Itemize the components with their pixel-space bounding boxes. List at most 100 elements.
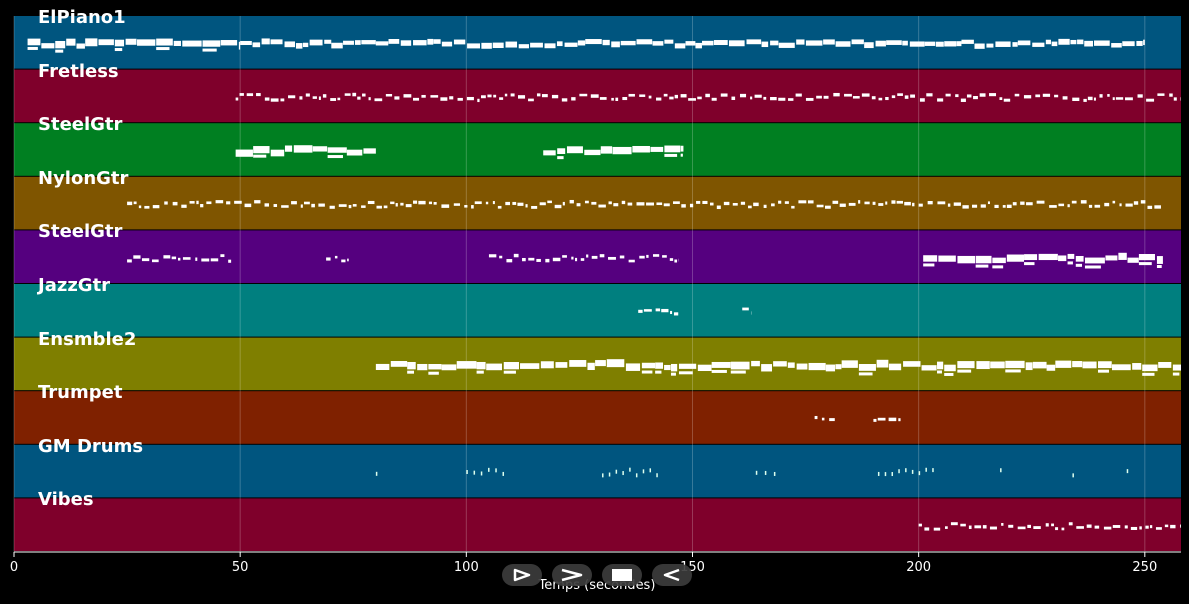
drum-note xyxy=(773,471,776,476)
note xyxy=(898,418,901,422)
note xyxy=(739,93,747,98)
note xyxy=(405,204,412,208)
play-button[interactable] xyxy=(502,564,542,586)
note xyxy=(1127,257,1139,263)
note xyxy=(1024,262,1035,266)
note xyxy=(1094,204,1101,208)
note xyxy=(864,201,870,205)
note xyxy=(234,200,242,204)
note xyxy=(833,92,840,97)
note xyxy=(669,258,674,261)
note xyxy=(688,98,696,101)
note xyxy=(562,201,565,206)
note xyxy=(305,93,310,97)
note xyxy=(428,371,439,375)
note-group xyxy=(235,145,684,160)
note xyxy=(1164,524,1169,528)
note xyxy=(1026,202,1033,206)
note xyxy=(656,97,662,101)
note xyxy=(921,365,937,371)
note xyxy=(1070,39,1077,45)
note xyxy=(877,417,886,421)
note xyxy=(697,96,702,100)
note xyxy=(1098,369,1109,373)
note xyxy=(832,200,839,204)
note xyxy=(252,42,261,48)
note xyxy=(476,361,486,370)
note xyxy=(1082,361,1097,369)
note xyxy=(680,145,684,152)
track-lane xyxy=(14,230,1181,283)
note xyxy=(1014,93,1020,97)
note xyxy=(347,258,349,262)
note xyxy=(674,43,686,49)
note xyxy=(903,361,921,367)
note xyxy=(303,201,310,205)
forward-button[interactable] xyxy=(552,564,592,586)
note xyxy=(492,42,504,49)
note xyxy=(664,145,681,153)
note xyxy=(337,97,341,101)
note xyxy=(1025,362,1033,371)
note xyxy=(531,205,538,209)
note xyxy=(1005,360,1025,369)
note xyxy=(506,259,513,263)
note xyxy=(994,204,999,209)
track-lane xyxy=(14,498,1181,551)
note xyxy=(1058,38,1070,45)
note xyxy=(591,201,597,205)
note-group xyxy=(127,199,1161,210)
note xyxy=(989,526,997,530)
note-group xyxy=(235,92,1181,103)
note xyxy=(138,205,142,209)
note xyxy=(625,363,641,371)
drum-note xyxy=(649,468,652,473)
note xyxy=(499,97,504,100)
note xyxy=(1146,98,1155,102)
note xyxy=(172,201,178,206)
note xyxy=(648,95,652,99)
note xyxy=(497,205,502,209)
note xyxy=(273,204,278,207)
note xyxy=(551,94,559,99)
note xyxy=(1046,364,1056,371)
note xyxy=(639,255,645,259)
note xyxy=(413,97,420,101)
note xyxy=(655,362,664,369)
note xyxy=(1156,265,1162,269)
note xyxy=(904,95,909,99)
note xyxy=(215,200,224,204)
note xyxy=(974,43,985,49)
note xyxy=(1054,94,1059,98)
note xyxy=(586,254,589,258)
note xyxy=(1125,97,1133,101)
note xyxy=(456,361,477,369)
note xyxy=(284,145,293,152)
note xyxy=(980,204,986,208)
note xyxy=(1112,200,1116,204)
note xyxy=(888,363,902,371)
note xyxy=(125,38,137,45)
note xyxy=(612,146,632,155)
note xyxy=(858,200,861,204)
note xyxy=(1055,527,1059,531)
back-button[interactable] xyxy=(652,564,692,586)
note xyxy=(711,361,731,368)
note xyxy=(770,97,777,101)
stop-button[interactable] xyxy=(602,564,642,586)
note xyxy=(664,153,678,157)
note xyxy=(888,417,897,422)
note xyxy=(1084,257,1105,264)
note xyxy=(670,363,678,372)
drum-note xyxy=(877,471,880,476)
note xyxy=(876,359,889,368)
note xyxy=(1032,42,1045,47)
note xyxy=(669,96,674,100)
note xyxy=(778,97,786,101)
note xyxy=(346,149,363,156)
note xyxy=(816,95,822,99)
note xyxy=(206,201,212,205)
note xyxy=(1051,41,1058,47)
note xyxy=(85,38,98,47)
note xyxy=(990,361,1005,369)
